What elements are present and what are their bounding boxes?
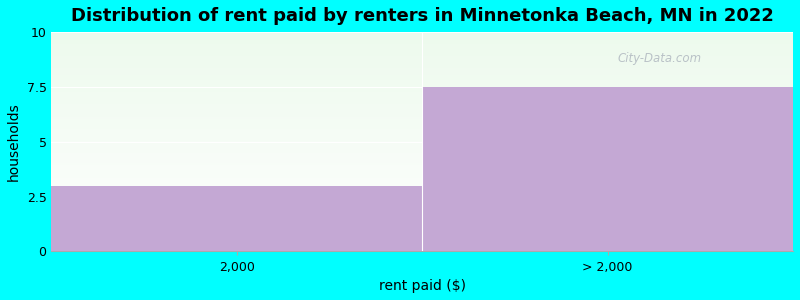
Text: City-Data.com: City-Data.com (618, 52, 702, 65)
Y-axis label: households: households (7, 102, 21, 181)
Bar (51, 186, 422, 251)
Bar (422, 87, 793, 251)
Title: Distribution of rent paid by renters in Minnetonka Beach, MN in 2022: Distribution of rent paid by renters in … (70, 7, 774, 25)
X-axis label: rent paid ($): rent paid ($) (378, 279, 466, 293)
